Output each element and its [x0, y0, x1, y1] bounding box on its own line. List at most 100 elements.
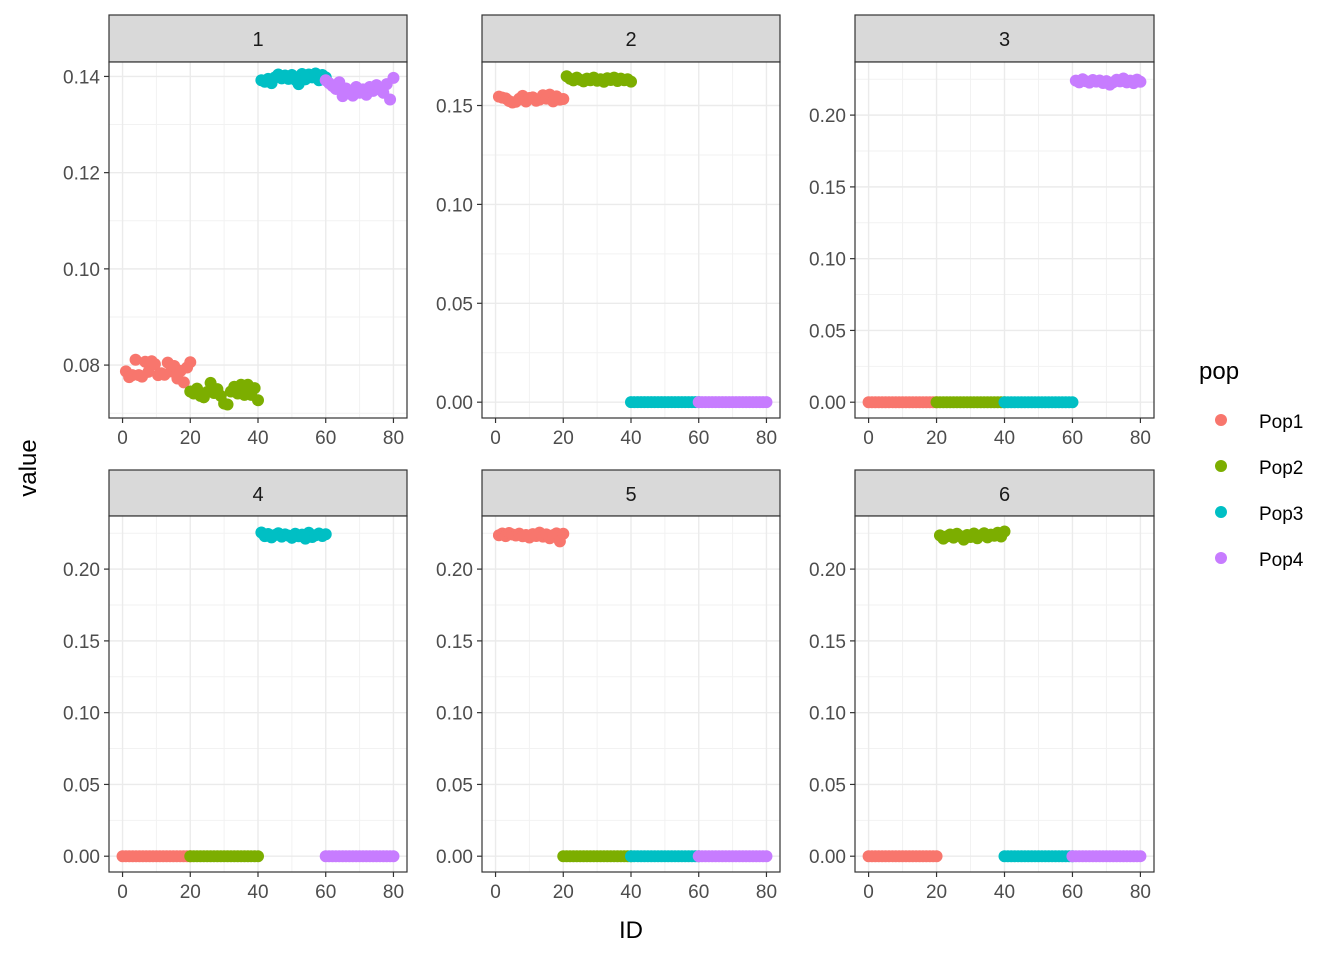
data-point	[1134, 75, 1147, 88]
data-point	[184, 356, 197, 369]
x-tick-label: 20	[553, 882, 574, 903]
data-point	[998, 525, 1011, 538]
data-point	[252, 850, 264, 863]
x-tick-label: 0	[490, 882, 501, 903]
data-point	[319, 528, 332, 541]
x-tick-label: 60	[315, 428, 336, 449]
legend-label: Pop1	[1259, 412, 1303, 433]
data-point	[248, 382, 261, 395]
y-tick-label: 0.05	[809, 321, 846, 342]
x-tick-label: 60	[688, 882, 709, 903]
data-point	[557, 92, 570, 105]
series-Pop1	[862, 396, 943, 409]
x-tick-label: 80	[383, 882, 404, 903]
y-tick-label: 0.05	[63, 775, 100, 796]
series-Pop4	[319, 850, 400, 863]
x-tick-label: 80	[1130, 882, 1151, 903]
y-tick-label: 0.15	[63, 632, 100, 653]
x-tick-label: 20	[926, 428, 947, 449]
facet-strip	[108, 14, 408, 63]
x-axis-title: ID	[619, 917, 643, 944]
x-tick-label: 80	[756, 428, 777, 449]
legend-label: Pop4	[1259, 550, 1304, 571]
x-tick-label: 60	[688, 428, 709, 449]
data-point	[625, 75, 637, 88]
legend-key	[1215, 552, 1227, 564]
legend-key	[1215, 414, 1227, 426]
data-point	[129, 353, 142, 366]
x-tick-label: 0	[863, 882, 874, 903]
legend-key	[1215, 506, 1227, 518]
y-tick-label: 0.10	[63, 260, 100, 281]
legend-label: Pop2	[1259, 458, 1303, 479]
data-point	[557, 527, 570, 540]
series-Pop2	[184, 850, 264, 863]
series-Pop2	[560, 70, 637, 88]
facet-strip-label: 1	[252, 29, 263, 51]
facet-strip-label: 2	[625, 29, 636, 51]
y-tick-label: 0.00	[436, 393, 473, 414]
y-tick-label: 0.10	[809, 250, 846, 271]
series-Pop1	[119, 353, 197, 389]
panel-border	[481, 515, 781, 873]
y-tick-label: 0.20	[809, 560, 846, 581]
facet-panel-1: 1 0 20 40 60 80 0.08 0.10 0.12 0.14	[63, 14, 408, 449]
series-Pop2	[933, 525, 1011, 546]
series-Pop2	[930, 396, 1011, 409]
y-tick-label: 0.20	[809, 106, 846, 127]
x-tick-label: 40	[620, 428, 641, 449]
facet-panel-4: 40 20 40 60 800.000.050.100.150.20	[63, 469, 408, 903]
x-tick-label: 0	[863, 428, 874, 449]
y-tick-label: 0.10	[436, 704, 473, 725]
x-tick-label: 80	[383, 428, 404, 449]
facet-strip	[481, 469, 781, 517]
x-tick-label: 40	[247, 428, 268, 449]
panel-border	[481, 61, 781, 419]
y-tick-label: 0.14	[63, 67, 100, 88]
facet-strip-label: 6	[999, 484, 1010, 506]
panel-border	[854, 61, 1155, 419]
facet-strip	[481, 14, 781, 63]
panel-border	[108, 61, 408, 419]
y-tick-label: 0.00	[63, 847, 100, 868]
series-Pop1	[492, 526, 570, 548]
facet-panel-5: 5 0 20 40 60 80 0.00 0.05 0.10 0.15 0.20	[436, 469, 781, 903]
facet-strip-label: 3	[999, 29, 1010, 51]
y-tick-label: 0.10	[436, 195, 473, 216]
x-tick-label: 40	[994, 428, 1015, 449]
legend-key	[1215, 460, 1227, 472]
x-tick-label: 40	[247, 882, 268, 903]
data-point	[221, 398, 234, 411]
panel-border	[108, 515, 408, 873]
series-Pop2	[557, 850, 637, 863]
data-point	[148, 358, 161, 371]
series-Pop1	[862, 850, 943, 863]
x-tick-label: 60	[1062, 882, 1083, 903]
data-point	[760, 850, 773, 863]
x-tick-label: 20	[180, 428, 201, 449]
x-tick-label: 40	[994, 882, 1015, 903]
y-tick-label: 0.15	[436, 632, 473, 653]
y-tick-label: 0.00	[809, 393, 846, 414]
facet-strip	[854, 469, 1155, 517]
y-tick-label: 0.20	[63, 560, 100, 581]
series-Pop4	[1066, 850, 1147, 863]
x-tick-label: 40	[620, 882, 641, 903]
data-point	[1134, 850, 1147, 863]
data-point	[930, 850, 943, 863]
x-tick-label: 0	[117, 428, 128, 449]
series-Pop4	[692, 850, 773, 863]
y-tick-label: 0.05	[436, 294, 473, 315]
data-point	[384, 93, 397, 106]
data-point	[387, 71, 400, 84]
facet-panel-3: 3 0 20 40 60 80 0.00 0.05 0.10 0.15 0.20	[809, 14, 1155, 449]
legend-label: Pop3	[1259, 504, 1303, 525]
y-tick-label: 0.15	[809, 632, 846, 653]
legend: pop Pop1 Pop2 Pop3 Pop4	[1199, 358, 1304, 571]
y-tick-label: 0.05	[809, 775, 846, 796]
y-tick-label: 0.05	[436, 775, 473, 796]
data-point	[1066, 396, 1079, 409]
y-tick-label: 0.00	[809, 847, 846, 868]
series-Pop4	[319, 71, 400, 106]
